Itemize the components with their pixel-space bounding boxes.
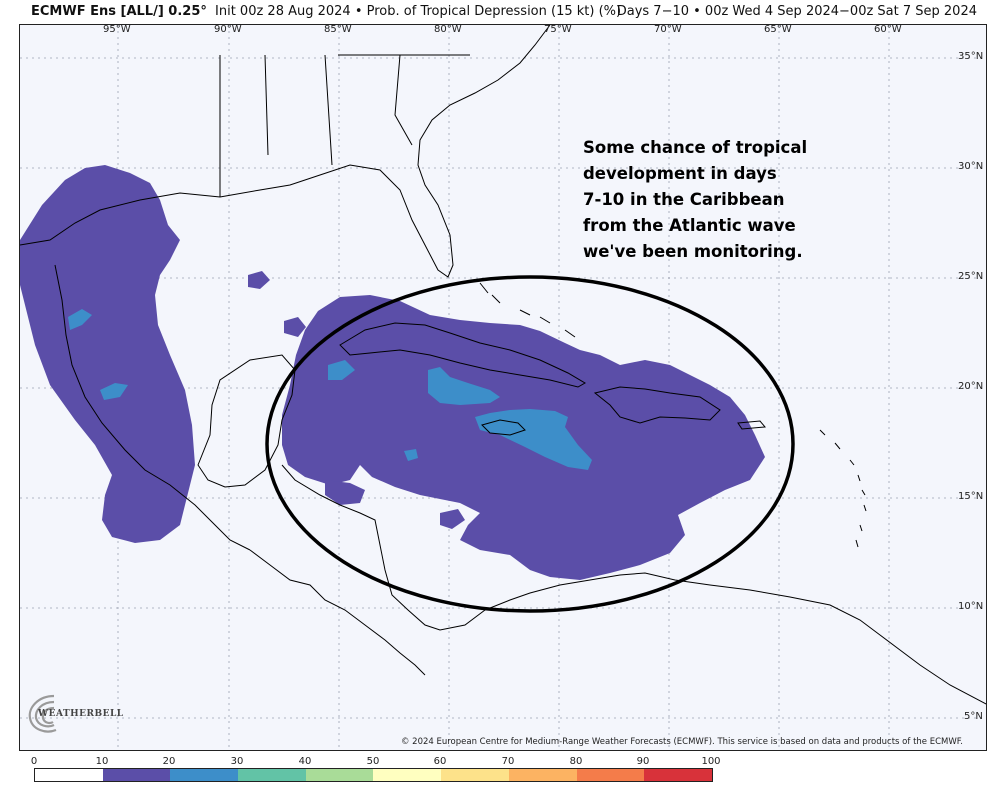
legend-tick: 10 [95, 756, 109, 767]
lon-label: 90°W [214, 24, 242, 35]
gulf-probability-core-b [100, 383, 128, 400]
legend-swatch-10-20 [102, 769, 171, 781]
copyright-text: © 2024 European Centre for Medium-Range … [400, 737, 963, 747]
lat-label: 10°N [958, 601, 984, 612]
lat-label: 25°N [958, 271, 984, 282]
lat-label: 20°N [958, 381, 984, 392]
legend-tick: 50 [366, 756, 380, 767]
probability-blob-b [284, 317, 306, 337]
product-description: Init 00z 28 Aug 2024 • Prob. of Tropical… [215, 4, 622, 19]
gulf-probability-area [20, 165, 195, 543]
legend-tick: 60 [433, 756, 447, 767]
legend-tick: 0 [30, 756, 38, 767]
legend-swatch-30-40 [238, 769, 306, 781]
legend-swatch-60-70 [441, 769, 509, 781]
legend-tick: 30 [230, 756, 244, 767]
legend-tick: 90 [636, 756, 650, 767]
valid-period: Days 7−10 • 00z Wed 4 Sep 2024−00z Sat 7… [616, 4, 977, 19]
lat-label: 5°N [964, 711, 983, 722]
lon-label: 85°W [324, 24, 352, 35]
legend-swatch-70-80 [508, 769, 577, 781]
highlight-ellipse [265, 275, 795, 613]
model-name: ECMWF Ens [ALL/] 0.25° [31, 4, 207, 19]
legend-tick: 70 [501, 756, 515, 767]
coastlines [20, 25, 986, 705]
lon-label: 70°W [654, 24, 682, 35]
caribbean-probability-core-d [404, 449, 418, 461]
legend-swatch-0-10 [35, 769, 103, 781]
lon-label: 95°W [103, 24, 131, 35]
lon-label: 60°W [874, 24, 902, 35]
map-canvas [20, 25, 986, 750]
lon-label: 75°W [544, 24, 572, 35]
legend-tick: 80 [569, 756, 583, 767]
legend-tick: 20 [162, 756, 176, 767]
swirl-icon [28, 694, 57, 733]
probability-blob-c [325, 480, 365, 505]
probability-blob-d [440, 509, 465, 529]
logo-text: WEATHERBELL [38, 709, 124, 719]
caribbean-probability-core-b [428, 367, 500, 405]
legend-swatch-40-50 [305, 769, 374, 781]
legend-tick: 40 [298, 756, 312, 767]
lat-label: 15°N [958, 491, 984, 502]
lon-label: 80°W [434, 24, 462, 35]
lat-label: 30°N [958, 161, 984, 172]
probability-shading [20, 165, 765, 580]
graticule [20, 25, 986, 750]
legend-swatch-90-100 [644, 769, 712, 781]
legend-swatch-80-90 [576, 769, 645, 781]
weatherbell-logo: WEATHERBELL [24, 690, 123, 738]
legend-tick: 100 [701, 756, 721, 767]
forecast-annotation: Some chance of tropical development in d… [583, 138, 808, 261]
map-panel [19, 24, 987, 751]
caribbean-probability-core-c [475, 409, 592, 470]
lon-label: 65°W [764, 24, 792, 35]
gulf-probability-core-a [68, 309, 92, 330]
legend-swatch-20-30 [170, 769, 239, 781]
legend-swatch-50-60 [373, 769, 442, 781]
caribbean-probability-core-a [328, 360, 355, 380]
map-title: ECMWF Ens [ALL/] 0.25° Init 00z 28 Aug 2… [0, 0, 997, 24]
lat-label: 35°N [958, 51, 984, 62]
probability-legend [34, 768, 713, 782]
probability-blob-a [248, 271, 270, 289]
